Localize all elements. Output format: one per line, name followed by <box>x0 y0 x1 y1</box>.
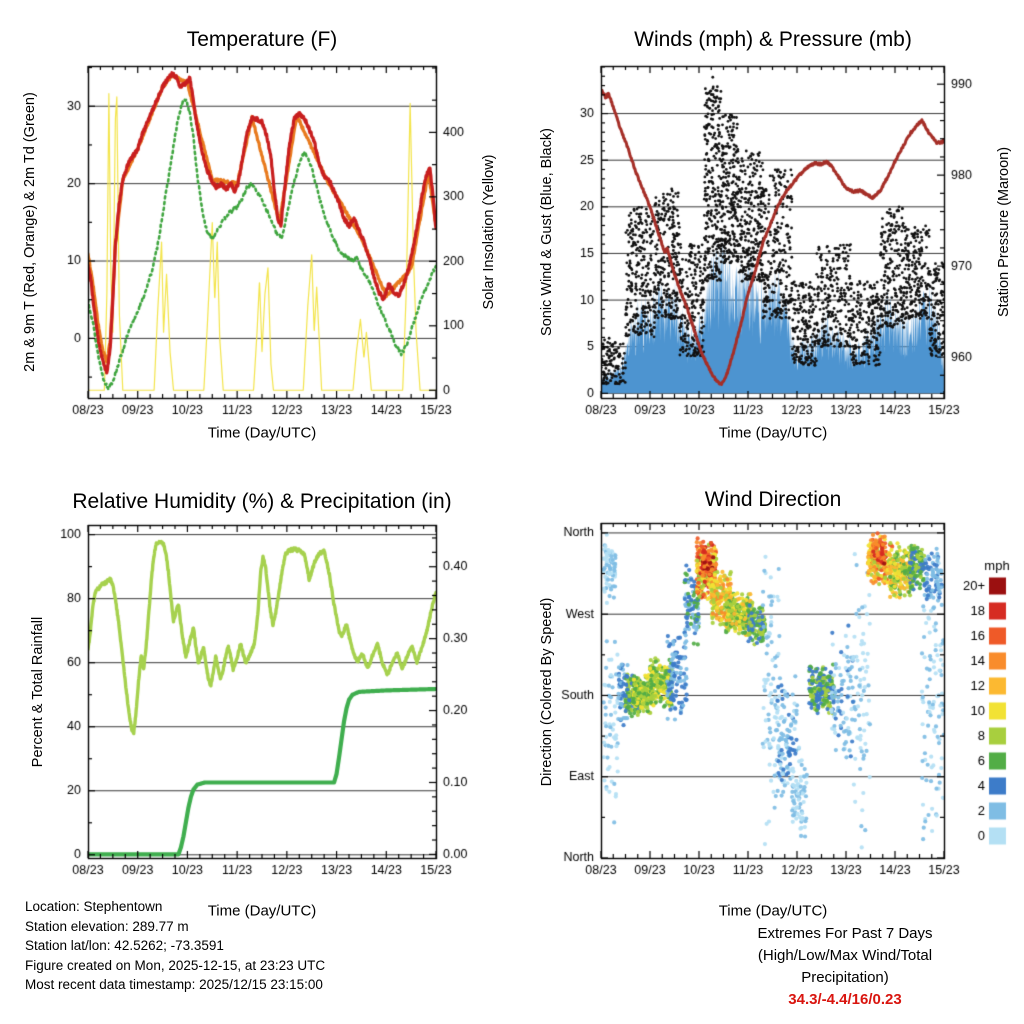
wind-direction-chart-canvas <box>512 460 1024 920</box>
winds-pressure-chart-title: Winds (mph) & Pressure (mb) <box>634 28 912 51</box>
direction-x-axis-label: Time (Day/UTC) <box>718 902 828 920</box>
humidity-precip-chart-canvas <box>0 460 512 920</box>
pressure-right-axis-label: Station Pressure (Maroon) <box>996 146 1012 318</box>
humidity-left-axis-label: Percent & Total Rainfall <box>30 616 46 768</box>
extremes-values: 34.3/-4.4/16/0.23 <box>788 991 902 1008</box>
extremes-subtitle: (High/Low/Max Wind/Total Precipitation) <box>757 947 933 986</box>
station-location: Location: Stephentown <box>25 899 163 914</box>
temperature-chart-canvas <box>0 0 512 460</box>
extremes-block: Extremes For Past 7 Days (High/Low/Max W… <box>756 923 935 1011</box>
temperature-chart-title: Temperature (F) <box>186 28 338 51</box>
temperature-x-axis-label: Time (Day/UTC) <box>207 424 317 442</box>
wind-direction-chart-title: Wind Direction <box>704 488 842 511</box>
humidity-precip-chart-title: Relative Humidity (%) & Precipitation (i… <box>72 490 452 513</box>
direction-left-axis-label: Direction (Colored By Speed) <box>539 597 555 787</box>
solar-right-axis-label: Solar Insolation (Yellow) <box>481 154 497 310</box>
extremes-title: Extremes For Past 7 Days <box>757 925 933 942</box>
most-recent-data-timestamp: Most recent data timestamp: 2025/12/15 2… <box>25 977 323 992</box>
station-latlon: Station lat/lon: 42.5262; -73.3591 <box>25 938 224 953</box>
humidity-x-axis-label: Time (Day/UTC) <box>207 902 317 920</box>
wind-left-axis-label: Sonic Wind & Gust (Blue, Black) <box>539 128 555 336</box>
winds-pressure-chart-canvas <box>512 0 1024 460</box>
winds-x-axis-label: Time (Day/UTC) <box>718 424 828 442</box>
temperature-left-axis-label: 2m & 9m T (Red, Orange) & 2m Td (Green) <box>22 92 38 372</box>
station-elevation: Station elevation: 289.77 m <box>25 918 189 934</box>
figure-created-timestamp: Figure created on Mon, 2025-12-15, at 23… <box>25 957 326 973</box>
station-info-block: Location: Stephentown Station elevation:… <box>25 897 325 995</box>
